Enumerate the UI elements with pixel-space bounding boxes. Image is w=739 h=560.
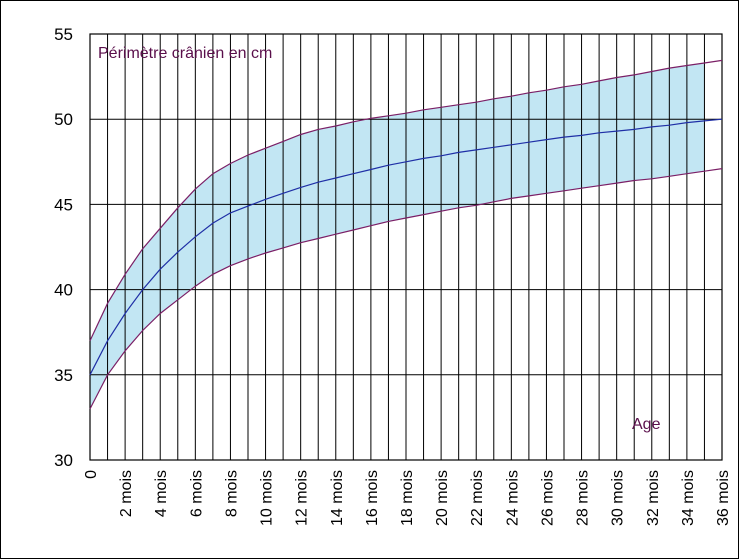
y-tick-label: 30 bbox=[54, 451, 73, 470]
y-tick-label: 55 bbox=[54, 25, 73, 44]
x-tick-label: 0 bbox=[83, 470, 100, 479]
y-tick-label: 40 bbox=[54, 281, 73, 300]
x-tick-label: 32 mois bbox=[645, 470, 662, 526]
median-line bbox=[89, 118, 723, 376]
x-tick-label: 20 mois bbox=[434, 470, 451, 526]
y-tick-label: 45 bbox=[54, 195, 73, 214]
x-tick-label: 36 mois bbox=[715, 470, 732, 526]
x-tick-label: 8 mois bbox=[223, 470, 240, 517]
x-tick-label: 14 mois bbox=[329, 470, 346, 526]
x-tick-label: 12 mois bbox=[294, 470, 311, 526]
x-tick-label: 24 mois bbox=[504, 470, 521, 526]
x-tick-label: 2 mois bbox=[118, 470, 135, 517]
upper-bound-line bbox=[89, 59, 723, 341]
x-tick-label: 18 mois bbox=[399, 470, 416, 526]
x-tick-label: 22 mois bbox=[469, 470, 486, 526]
x-tick-label: 26 mois bbox=[539, 470, 556, 526]
x-tick-label: 34 mois bbox=[680, 470, 697, 526]
x-tick-label: 4 mois bbox=[153, 470, 170, 517]
y-tick-label: 50 bbox=[54, 110, 73, 129]
x-axis-annotation: Age bbox=[632, 416, 661, 433]
y-axis-annotation: Périmètre crânien en cm bbox=[98, 45, 272, 62]
x-tick-label: 30 mois bbox=[610, 470, 627, 526]
x-tick-label: 6 mois bbox=[188, 470, 205, 517]
lower-bound-line bbox=[89, 168, 723, 410]
x-tick-label: 16 mois bbox=[364, 470, 381, 526]
x-tick-label: 10 mois bbox=[259, 470, 276, 526]
x-tick-label: 28 mois bbox=[575, 470, 592, 526]
plot-border bbox=[89, 33, 723, 461]
y-tick-label: 35 bbox=[54, 366, 73, 385]
normal-range-band bbox=[90, 63, 705, 409]
